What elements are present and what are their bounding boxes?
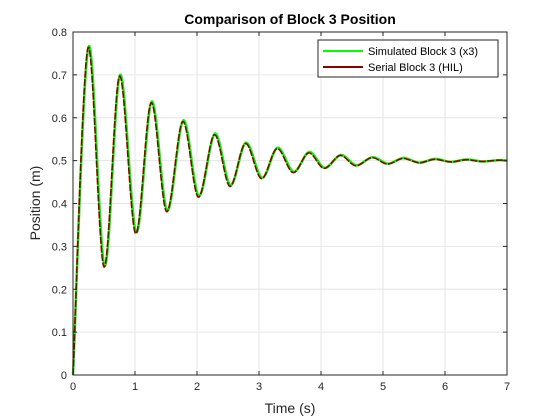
chart-title: Comparison of Block 3 Position <box>184 11 396 27</box>
y-tick-label: 0.5 <box>52 156 67 168</box>
y-tick-label: 0.7 <box>52 70 67 82</box>
y-tick-label: 0.2 <box>52 284 67 296</box>
series-line-serial <box>72 46 508 376</box>
legend: Simulated Block 3 (x3) Serial Block 3 (H… <box>317 39 499 78</box>
x-tick-label: 4 <box>318 381 324 393</box>
series-layer <box>71 45 508 376</box>
x-tick-label: 0 <box>70 381 76 393</box>
x-tick-label: 5 <box>380 381 386 393</box>
x-tick-label: 6 <box>442 381 448 393</box>
y-tick-label: 0.4 <box>52 199 67 211</box>
y-tick-label: 0 <box>61 370 67 382</box>
y-tick-label: 0.1 <box>52 327 67 339</box>
legend-box <box>317 39 499 78</box>
y-tick-label: 0.8 <box>52 27 67 39</box>
legend-label-simulated: Simulated Block 3 (x3) <box>368 46 478 58</box>
y-tick-label: 0.3 <box>52 241 67 253</box>
y-axis-label: Position (m) <box>27 166 43 241</box>
legend-label-serial: Serial Block 3 (HIL) <box>368 62 463 74</box>
ticks: 0 1 2 3 4 5 6 7 0 0.1 0.2 0.3 0.4 0.5 0.6 0.7 0.8 <box>52 27 510 393</box>
x-axis-label: Time (s) <box>265 400 316 416</box>
x-tick-label: 1 <box>132 381 138 393</box>
x-tick-label: 3 <box>256 381 262 393</box>
x-tick-label: 2 <box>194 381 200 393</box>
x-tick-label: 7 <box>504 381 510 393</box>
y-tick-label: 0.6 <box>52 113 67 125</box>
